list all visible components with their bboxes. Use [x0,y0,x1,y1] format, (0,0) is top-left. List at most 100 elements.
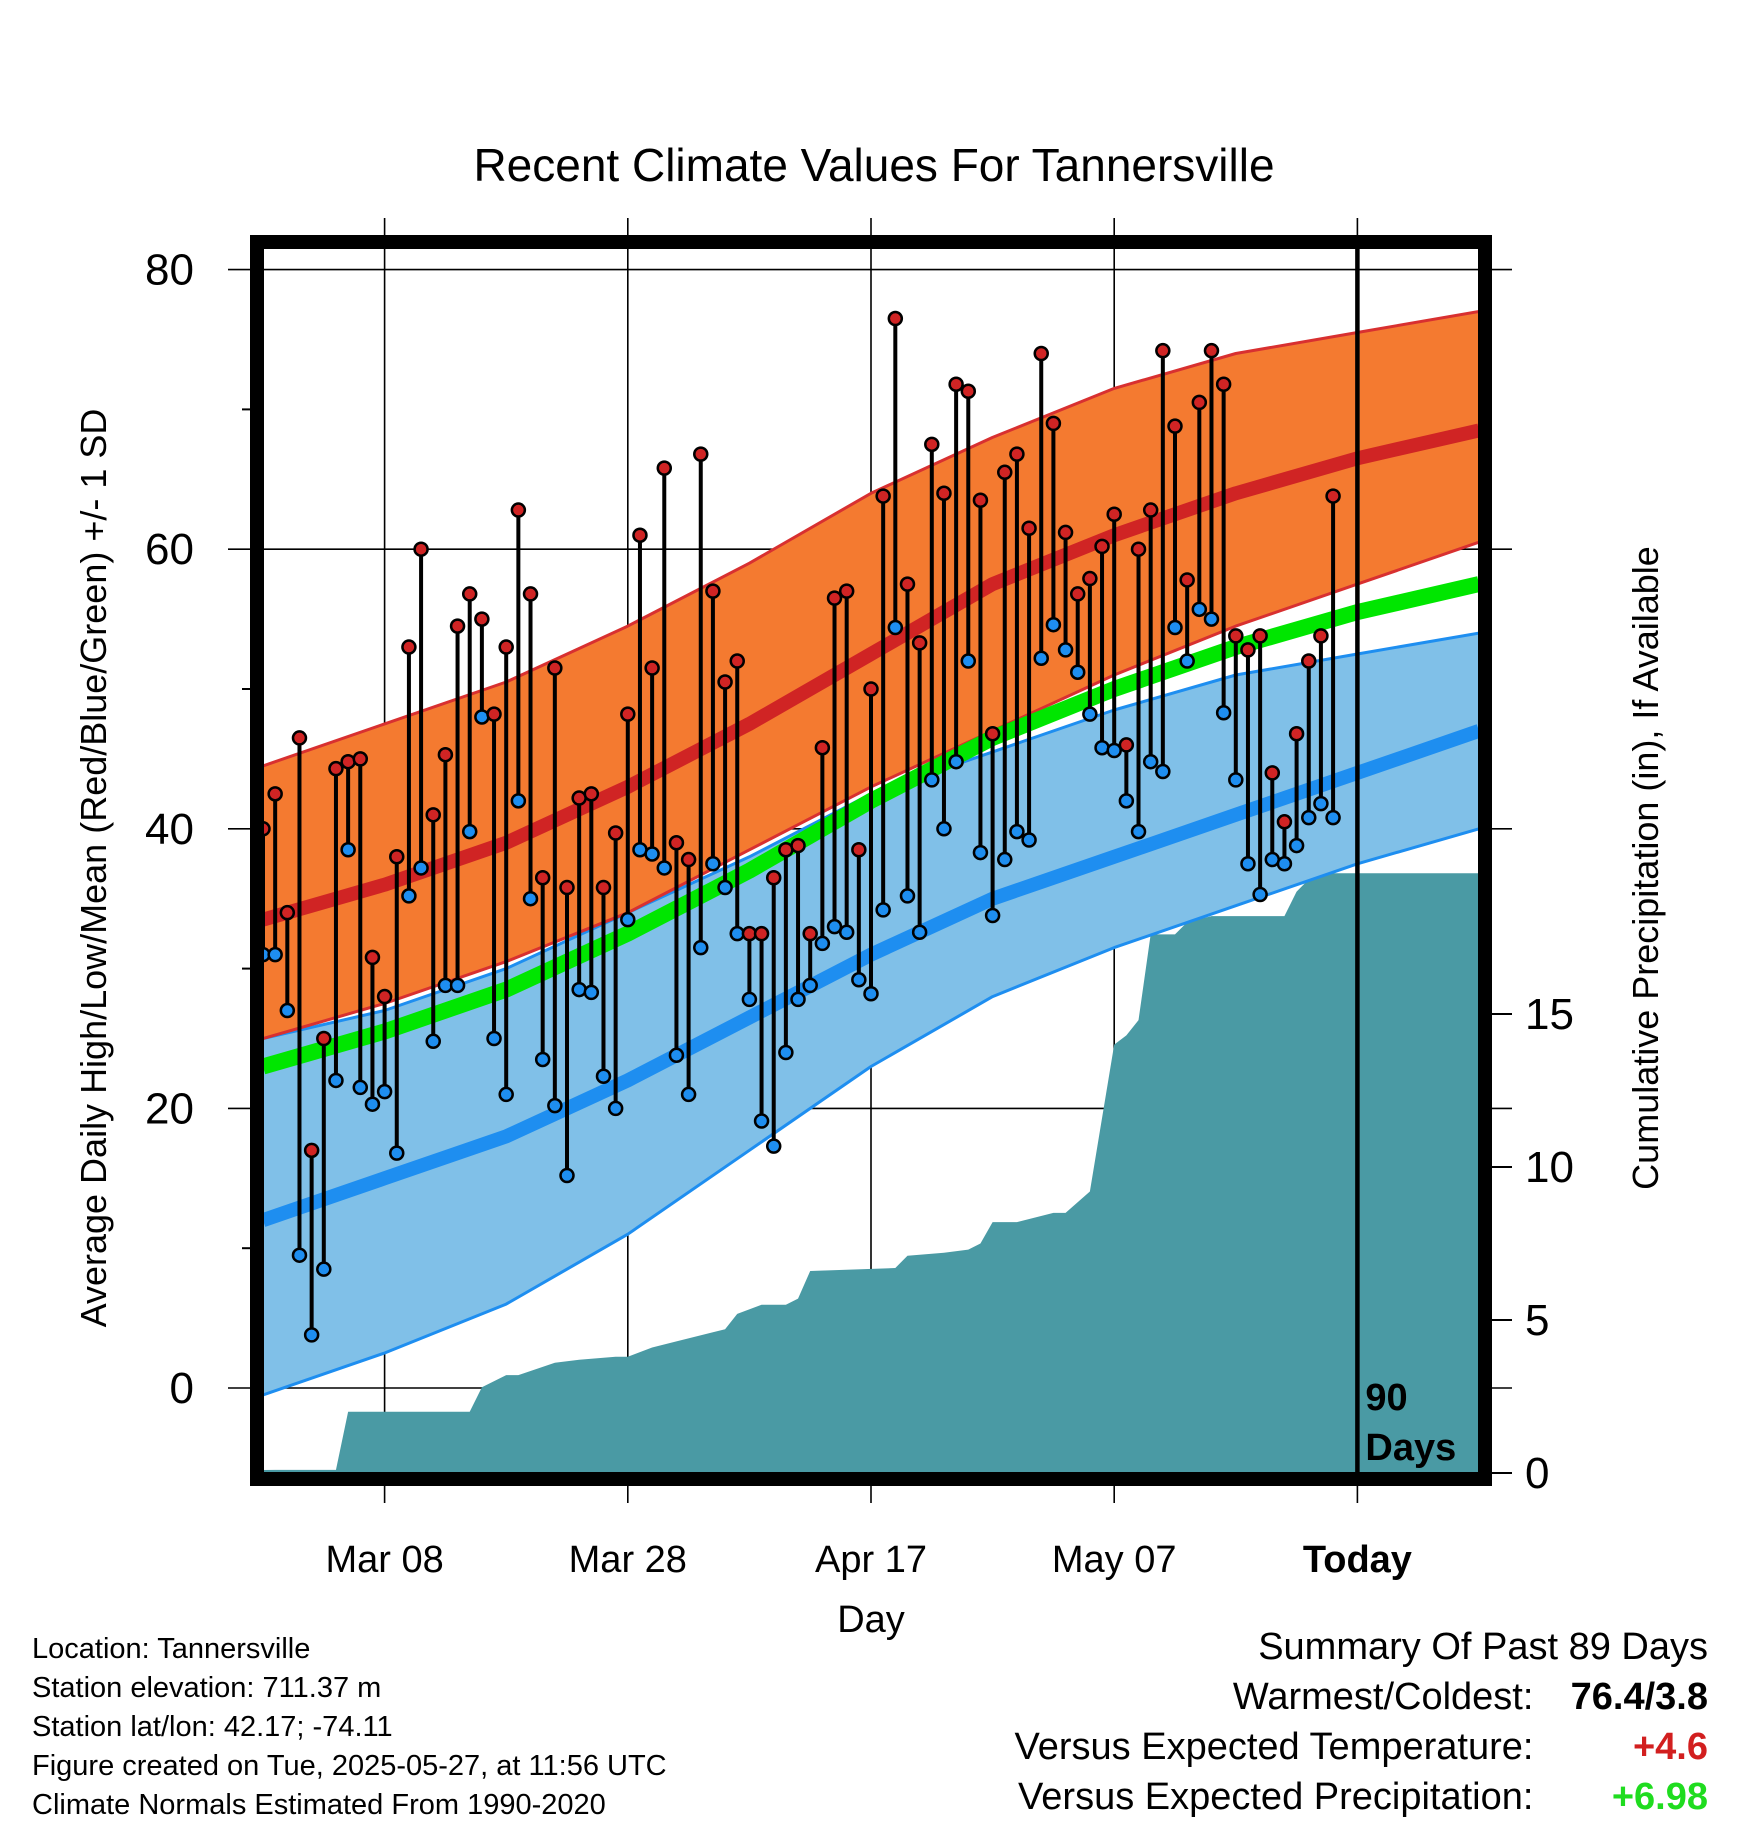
daily-low-point [510,793,527,809]
daily-high-point [1228,628,1244,644]
daily-low-point [583,984,600,1001]
daily-high-point [559,879,575,896]
daily-low-point [668,1047,685,1064]
daily-low-point [838,924,855,941]
daily-high-point [899,576,916,592]
precip-anomaly-value: +6.98 [1611,1776,1708,1818]
daily-high-point [887,310,904,327]
daily-low-point [936,821,952,837]
temp-anomaly-label: Versus Expected Temperature: [1014,1726,1534,1768]
daily-high-point [705,583,721,599]
daily-low-point [522,890,539,907]
daily-high-point [753,925,770,942]
daily-low-point [960,653,977,669]
daily-low-point [498,1086,514,1103]
daily-high-point [376,988,393,1005]
daily-high-point [291,730,308,746]
daily-high-point [303,1142,320,1159]
daily-high-point [364,949,381,966]
daily-high-point [437,746,454,763]
daily-high-point [425,807,441,823]
daily-high-point [1033,345,1049,362]
normal-low-band [263,633,1479,1395]
warm-cold-value: 76.4/3.8 [1570,1676,1708,1718]
daily-high-point [802,925,818,942]
summary-warm-cold: Warmest/Coldest: 76.4/3.8 [1015,1672,1708,1722]
daily-low-point [559,1167,575,1184]
daily-high-point [960,383,977,399]
daily-low-point [644,846,660,862]
daily-high-point [583,786,600,802]
daily-low-point [741,991,758,1008]
temp-anomaly-value: +4.6 [1632,1726,1708,1768]
daily-low-point [717,879,733,896]
daily-low-point [620,911,636,928]
precip-area [263,873,1479,1473]
daily-low-point [607,1100,624,1117]
plot-area: 90 Days [263,248,1479,1473]
daily-low-point [1203,611,1220,627]
daily-low-point [389,1145,405,1161]
daily-high-point [607,825,624,841]
summary-temp: Versus Expected Temperature: +4.6 [1015,1722,1708,1772]
precip-anomaly-label: Versus Expected Precipitation: [1018,1776,1534,1818]
daily-high-point [1191,394,1208,411]
daily-high-point [279,904,296,921]
daily-low-point [826,918,843,935]
daily-high-point [790,837,806,854]
daily-low-point [474,709,490,725]
daily-high-point [510,502,527,518]
chart-title: Recent Climate Values For Tannersville [473,139,1275,191]
daily-high-point [1325,488,1341,504]
location-text: Location: Tannersville [32,1633,311,1665]
daily-low-point [851,972,867,988]
x-tick-label: Mar 08 [325,1539,443,1581]
daily-high-point [863,681,879,697]
y2-tick-label: 10 [1525,1143,1574,1192]
daily-high-point [534,869,551,886]
normal-low-lower-edge [263,827,1479,1397]
x-axis-label: Day [837,1599,905,1641]
daily-low-point [1288,837,1305,854]
daily-low-point [1301,809,1317,826]
daily-low-point [1021,832,1037,848]
daily-low-point [680,1086,697,1103]
daily-high-point [352,751,369,767]
daily-high-point [972,492,989,509]
daily-high-point [911,635,928,651]
daily-high-point [1167,418,1183,434]
daily-low-point [972,844,989,861]
daily-low-point [1094,739,1110,756]
daily-low-point [984,907,1001,924]
daily-low-point [1033,650,1049,666]
daily-high-point [997,464,1013,481]
daily-high-point [1264,765,1281,781]
station-info: Location: Tannersville Station elevation… [32,1630,667,1825]
daily-low-point [899,888,916,904]
daily-high-point [1106,506,1122,522]
daily-high-point [936,485,952,502]
daily-high-point [1240,642,1256,658]
daily-high-point [1179,572,1195,588]
daily-low-point [814,935,831,952]
daily-high-point [389,849,405,865]
daily-high-point [668,835,685,851]
daily-high-point [1045,415,1062,432]
daily-low-point [1191,601,1208,618]
daily-high-point [814,739,831,756]
daily-low-point [328,1072,344,1089]
daily-high-point [984,725,1001,742]
daily-high-point [924,436,940,453]
daily-low-point [425,1033,441,1050]
daily-low-point [1215,705,1232,721]
created-text: Figure created on Tue, 2025-05-27, at 11… [32,1750,667,1782]
x-tick-label: May 07 [1052,1539,1177,1581]
daily-low-point [1118,793,1135,809]
daily-low-point [1045,616,1062,633]
axes: 0 20 40 60 80 0 5 10 15 Mar 08 Mar 28 Apr 17 May 07 T… [145,246,1574,1581]
daily-high-point [765,869,782,886]
daily-low-point [534,1051,551,1068]
daily-high-point [851,842,867,858]
daily-high-point [1301,653,1317,669]
daily-low-point [449,977,466,994]
